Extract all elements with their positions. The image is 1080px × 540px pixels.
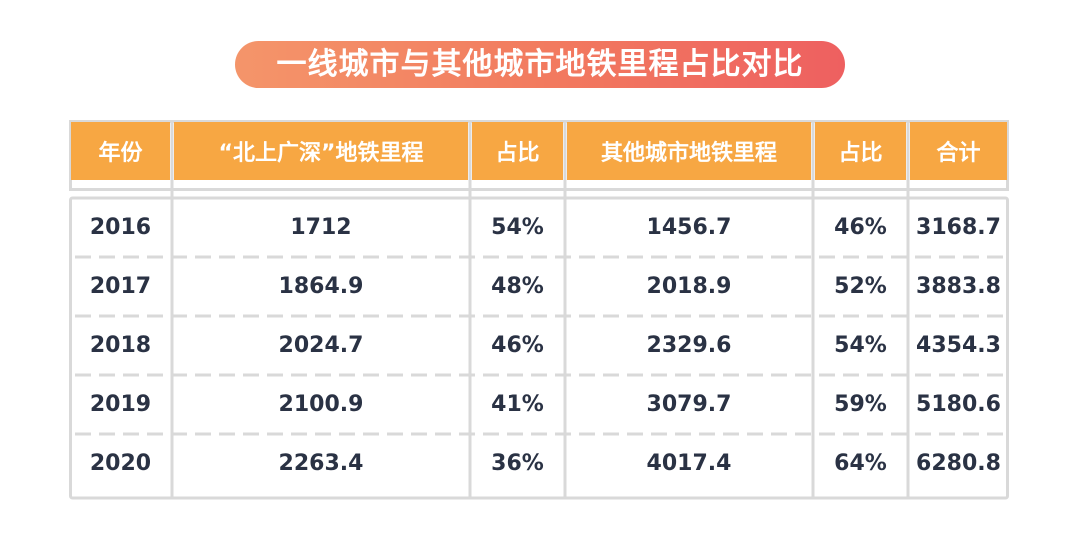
chart-title: 一线城市与其他城市地铁里程占比对比 [235,41,845,88]
table-cell: 64% [834,451,887,476]
header-cell: 合计 [910,122,1007,180]
table-cell: 46% [491,333,544,358]
table-cell: 54% [834,333,887,358]
table-cell: 41% [491,392,544,417]
table-cell: 36% [491,451,544,476]
table-cell: 2100.9 [278,392,364,417]
table-cell: 2263.4 [278,451,364,476]
header-frame [69,120,1009,191]
table-cell: 1864.9 [278,274,364,299]
header-cell: 年份 [71,122,170,180]
table-cell: 46% [834,215,887,240]
table-cell: 4017.4 [646,451,732,476]
header-cell: 其他城市地铁里程 [567,122,811,180]
table-cell: 3168.7 [916,215,1001,240]
header-cell: 占比 [472,122,563,180]
body-frame [69,196,1009,500]
table-cell: 4354.3 [916,333,1001,358]
header-cell: 占比 [815,122,906,180]
table-cell: 2017 [89,274,152,299]
table-cell: 6280.8 [916,451,1001,476]
table-cell: 2018 [89,333,152,358]
table-cell: 3079.7 [646,392,732,417]
table-cell: 54% [491,215,544,240]
table-grid [69,120,1009,500]
table-cell: 3883.8 [916,274,1001,299]
table-cell: 2016 [89,215,152,240]
table-cell: 5180.6 [916,392,1001,417]
table-cell: 2019 [89,392,152,417]
table-cell: 2024.7 [278,333,364,358]
data-table: 年份 “北上广深”地铁里程 占比 其他城市地铁里程 占比 合计 2016 1712 54% 145… [69,120,1009,500]
table-cell: 48% [491,274,544,299]
table-cell: 2020 [89,451,152,476]
table-cell: 2018.9 [646,274,732,299]
table-cell: 1456.7 [646,215,732,240]
table-cell: 52% [834,274,887,299]
table-cell: 59% [834,392,887,417]
table-cell: 2329.6 [646,333,732,358]
table-cell: 1712 [290,215,352,240]
header-cell: “北上广深”地铁里程 [174,122,468,180]
